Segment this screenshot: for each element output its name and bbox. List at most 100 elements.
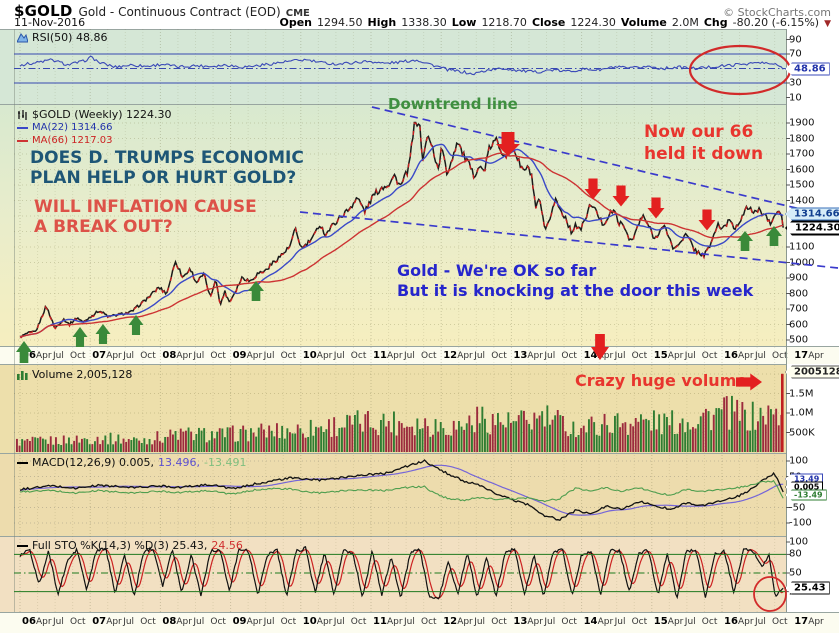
x-axis-month: Apr [738,617,754,627]
ma66-held-line1: Now our 66 [644,122,754,142]
y-axis-tick: 800 [789,288,809,299]
inflation-question-annotation: WILL INFLATION CAUSE A BREAK OUT? [34,197,257,237]
x-axis-month: Oct [701,351,718,361]
macd-hist-value-box: -13.49 [785,489,827,501]
x-axis-month: Jul [614,617,626,627]
x-axis-month: Apr [738,351,754,361]
exchange: CME [285,8,310,19]
x-axis-month: Oct [280,617,297,627]
x-axis-month: Jul [404,617,415,627]
chg-down-arrow-icon: ▼ [824,19,831,29]
ma66-line-icon [17,139,28,142]
x-axis-month: Oct [631,351,648,361]
x-axis-month: Apr [176,617,192,627]
high-value: 1338.30 [401,16,447,29]
low-label: Low [451,16,477,29]
rsi-legend-label: RSI(50) 48.86 [32,31,108,44]
x-axis-month: Oct [421,617,437,627]
sto-line-icon [17,544,28,547]
volume-value-box: 2005128 [785,365,839,379]
x-axis-month: Oct [350,351,367,361]
y-axis-tick: 600 [789,319,809,330]
quote-row: 11-Nov-2016 Open 1294.50 High 1338.30 Lo… [14,16,831,29]
x-axis-month: Oct [350,617,367,627]
y-axis-tick: 70 [789,48,802,60]
ok-so-far-annotation: Gold - We're OK so far But it is knockin… [397,261,753,301]
x-axis-month: Jul [263,617,275,627]
x-axis-month: Jul [333,617,345,627]
price-legend-label: $GOLD (Weekly) 1224.30 [32,108,172,121]
y-axis-tick: 1500 [789,179,815,191]
trump-question-annotation: DOES D. TRUMPS ECONOMIC PLAN HELP OR HUR… [30,148,304,188]
copyright: © StockCharts.com [723,6,831,19]
x-axis-month: Jul [263,351,275,361]
x-axis-month: Jul [474,351,486,361]
x-axis-month: Oct [491,351,507,361]
x-axis-month: Jul [193,617,205,627]
x-axis-month: Oct [421,351,437,361]
x-axis-month: Apr [387,617,403,627]
ma66-held-annotation: Now our 66 held it down [644,121,763,165]
x-axis-month: Apr [667,351,684,361]
rsi-panel [0,29,786,104]
chg-label: Chg [703,16,728,29]
x-axis-month: Apr [246,617,263,627]
x-axis-year: 07 [92,350,107,361]
ma66-legend-label: MA(66) 1217.03 [32,135,113,146]
x-axis-month: Apr [597,617,614,627]
instrument-name: Gold - Continuous Contract (EOD) [78,5,281,19]
x-axis-month: Jul [684,351,696,361]
x-axis-year: 13 [513,350,528,361]
x-axis-month: Apr [808,617,824,627]
x-axis-month: Apr [387,351,403,361]
symbol: $GOLD [14,2,73,20]
x-axis-month: Oct [772,351,788,361]
x-axis-top: 06 Apr Jul Oct 07 Apr Jul Oct 08 Apr Jul Oct 09 Apr Ju… [0,346,839,364]
sto-legend: Full STO %K(14,3) %D(3) 25.43, 24.56 [17,539,243,552]
trump-question-line2: PLAN HELP OR HURT GOLD? [30,168,297,188]
x-axis-month: Jul [614,351,626,361]
ma66-legend: MA(66) 1217.03 [17,135,113,146]
x-axis-year: 10 [302,350,317,361]
x-axis-year: 17 [794,350,809,361]
low-value: 1218.70 [481,16,527,29]
crazy-volume-annotation: Crazy huge volume [575,371,748,390]
x-axis-month: Jul [333,351,345,361]
x-axis-month: Apr [527,617,543,627]
close-value-box: 1224.30 [785,220,839,236]
y-axis-tick: 1100 [789,241,815,253]
open-label: Open [279,16,313,29]
x-axis-month: Apr [106,351,122,361]
ohlc-quote: Open 1294.50 High 1338.30 Low 1218.70 Cl… [279,16,831,29]
x-axis-month: Oct [280,351,297,361]
x-axis-month: Jul [544,351,556,361]
x-axis-month: Apr [106,617,122,627]
y-axis-tick: -50 [789,502,806,513]
x-axis-year: 16 [724,350,738,361]
x-axis-month: Apr [808,351,824,361]
x-axis-year: 11 [373,350,387,361]
y-axis-tick: 1.0M [789,407,814,419]
x-axis-month: Oct [561,351,577,361]
high-label: High [367,16,397,29]
x-axis-year: 16 [724,616,738,627]
x-axis-month: Oct [772,617,788,627]
open-value: 1294.50 [317,16,363,29]
close-value: 1224.30 [570,16,616,29]
x-axis-month: Oct [70,617,86,627]
close-label: Close [531,16,566,29]
x-axis-year: 14 [583,350,598,361]
ma22-legend-label: MA(22) 1314.66 [32,122,113,133]
x-axis-year: 10 [302,616,317,627]
x-axis-month: Apr [36,351,52,361]
x-axis-month: Jul [123,351,135,361]
chart-header: $GOLD Gold - Continuous Contract (EOD) C… [14,2,831,20]
x-axis-month: Jul [193,351,205,361]
x-axis-month: Apr [667,617,684,627]
x-axis-month: Oct [631,617,648,627]
macd-line-icon [17,461,28,464]
x-axis-year: 14 [583,616,598,627]
x-axis-month: Oct [491,617,507,627]
x-axis-year: 09 [232,616,247,627]
